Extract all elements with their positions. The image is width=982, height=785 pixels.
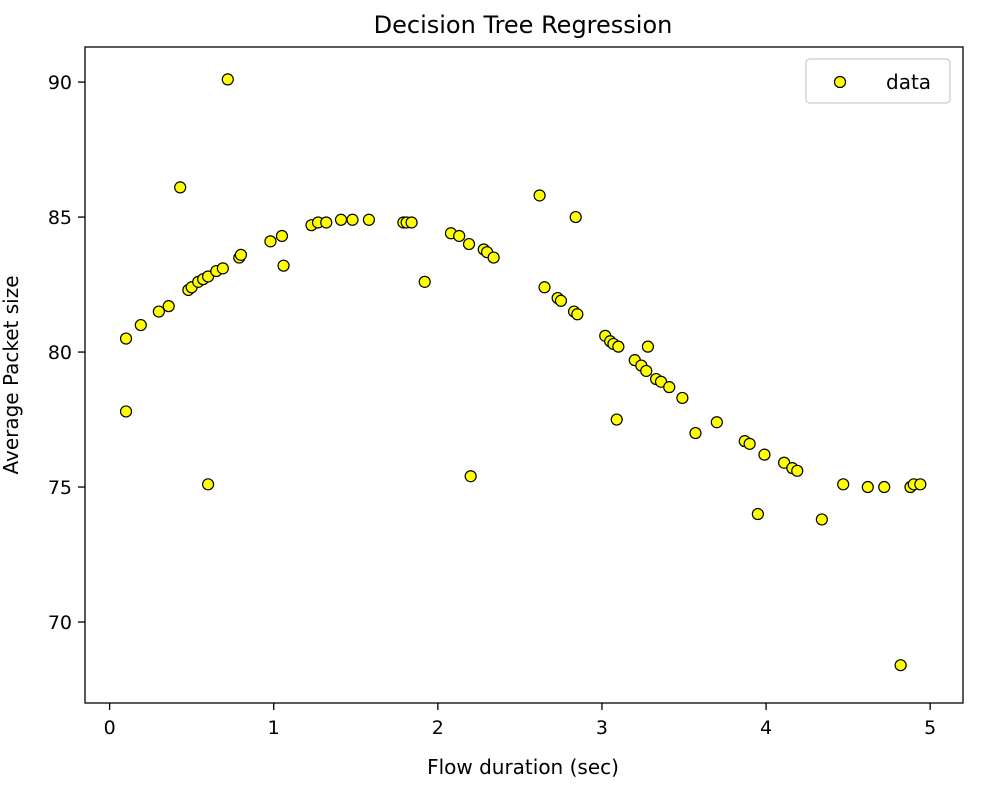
data-point xyxy=(878,480,891,494)
x-tick-label: 2 xyxy=(432,717,444,739)
x-axis-label: Flow duration (sec) xyxy=(427,755,619,779)
data-point xyxy=(914,478,927,491)
data-point xyxy=(837,478,850,491)
data-point xyxy=(119,332,133,345)
data-point xyxy=(610,413,623,426)
data-point xyxy=(710,416,723,429)
data-point xyxy=(791,464,804,477)
data-point xyxy=(119,405,133,418)
data-point xyxy=(640,364,653,378)
data-point xyxy=(751,507,764,521)
y-tick-label: 90 xyxy=(48,72,72,94)
data-point xyxy=(418,275,431,288)
data-point xyxy=(462,237,476,251)
data-point xyxy=(743,437,756,450)
data-point xyxy=(663,381,676,394)
data-point xyxy=(234,248,248,261)
data-point xyxy=(334,213,348,226)
data-point xyxy=(689,426,702,440)
x-tick-label: 0 xyxy=(104,717,116,739)
x-tick-label: 5 xyxy=(924,717,936,739)
data-point xyxy=(676,391,689,405)
points-layer xyxy=(119,73,927,672)
ticks-layer: 0 1 2 3 4 5 70 75 80 85 90 xyxy=(48,72,936,739)
data-point xyxy=(405,216,418,229)
chart-title: Decision Tree Regression xyxy=(374,11,673,39)
data-point xyxy=(554,294,568,307)
x-tick-label: 1 xyxy=(268,717,280,739)
data-point xyxy=(571,308,584,321)
data-point xyxy=(264,235,277,248)
data-point xyxy=(162,300,175,313)
y-axis-label: Average Packet size xyxy=(0,275,23,474)
x-tick-label: 4 xyxy=(760,717,772,739)
data-point xyxy=(453,229,466,243)
data-point xyxy=(612,340,625,353)
data-point xyxy=(538,281,551,294)
data-point xyxy=(275,229,289,243)
legend-label: data xyxy=(886,70,931,94)
data-point xyxy=(152,305,165,318)
data-point xyxy=(533,189,546,202)
y-tick-label: 80 xyxy=(48,342,72,364)
data-point xyxy=(221,73,234,86)
data-point xyxy=(134,318,147,332)
y-tick-label: 75 xyxy=(48,477,72,499)
legend-marker xyxy=(833,75,847,89)
data-point xyxy=(815,513,828,526)
y-tick-label: 85 xyxy=(48,207,72,229)
data-point xyxy=(201,478,215,491)
data-point xyxy=(894,659,907,672)
plot-frame xyxy=(84,46,964,704)
data-point xyxy=(641,340,655,353)
data-point xyxy=(362,213,376,226)
data-point xyxy=(346,213,359,226)
data-point xyxy=(758,448,771,461)
data-point xyxy=(487,251,500,264)
data-point xyxy=(320,216,333,229)
legend: data xyxy=(805,58,951,104)
data-point xyxy=(216,262,229,275)
data-point xyxy=(569,210,582,224)
data-point xyxy=(464,470,477,483)
data-point xyxy=(277,259,290,272)
legend-box xyxy=(805,58,951,104)
y-tick-label: 70 xyxy=(48,612,72,634)
data-point xyxy=(861,480,874,494)
data-point xyxy=(174,181,187,194)
x-tick-label: 3 xyxy=(596,717,608,739)
